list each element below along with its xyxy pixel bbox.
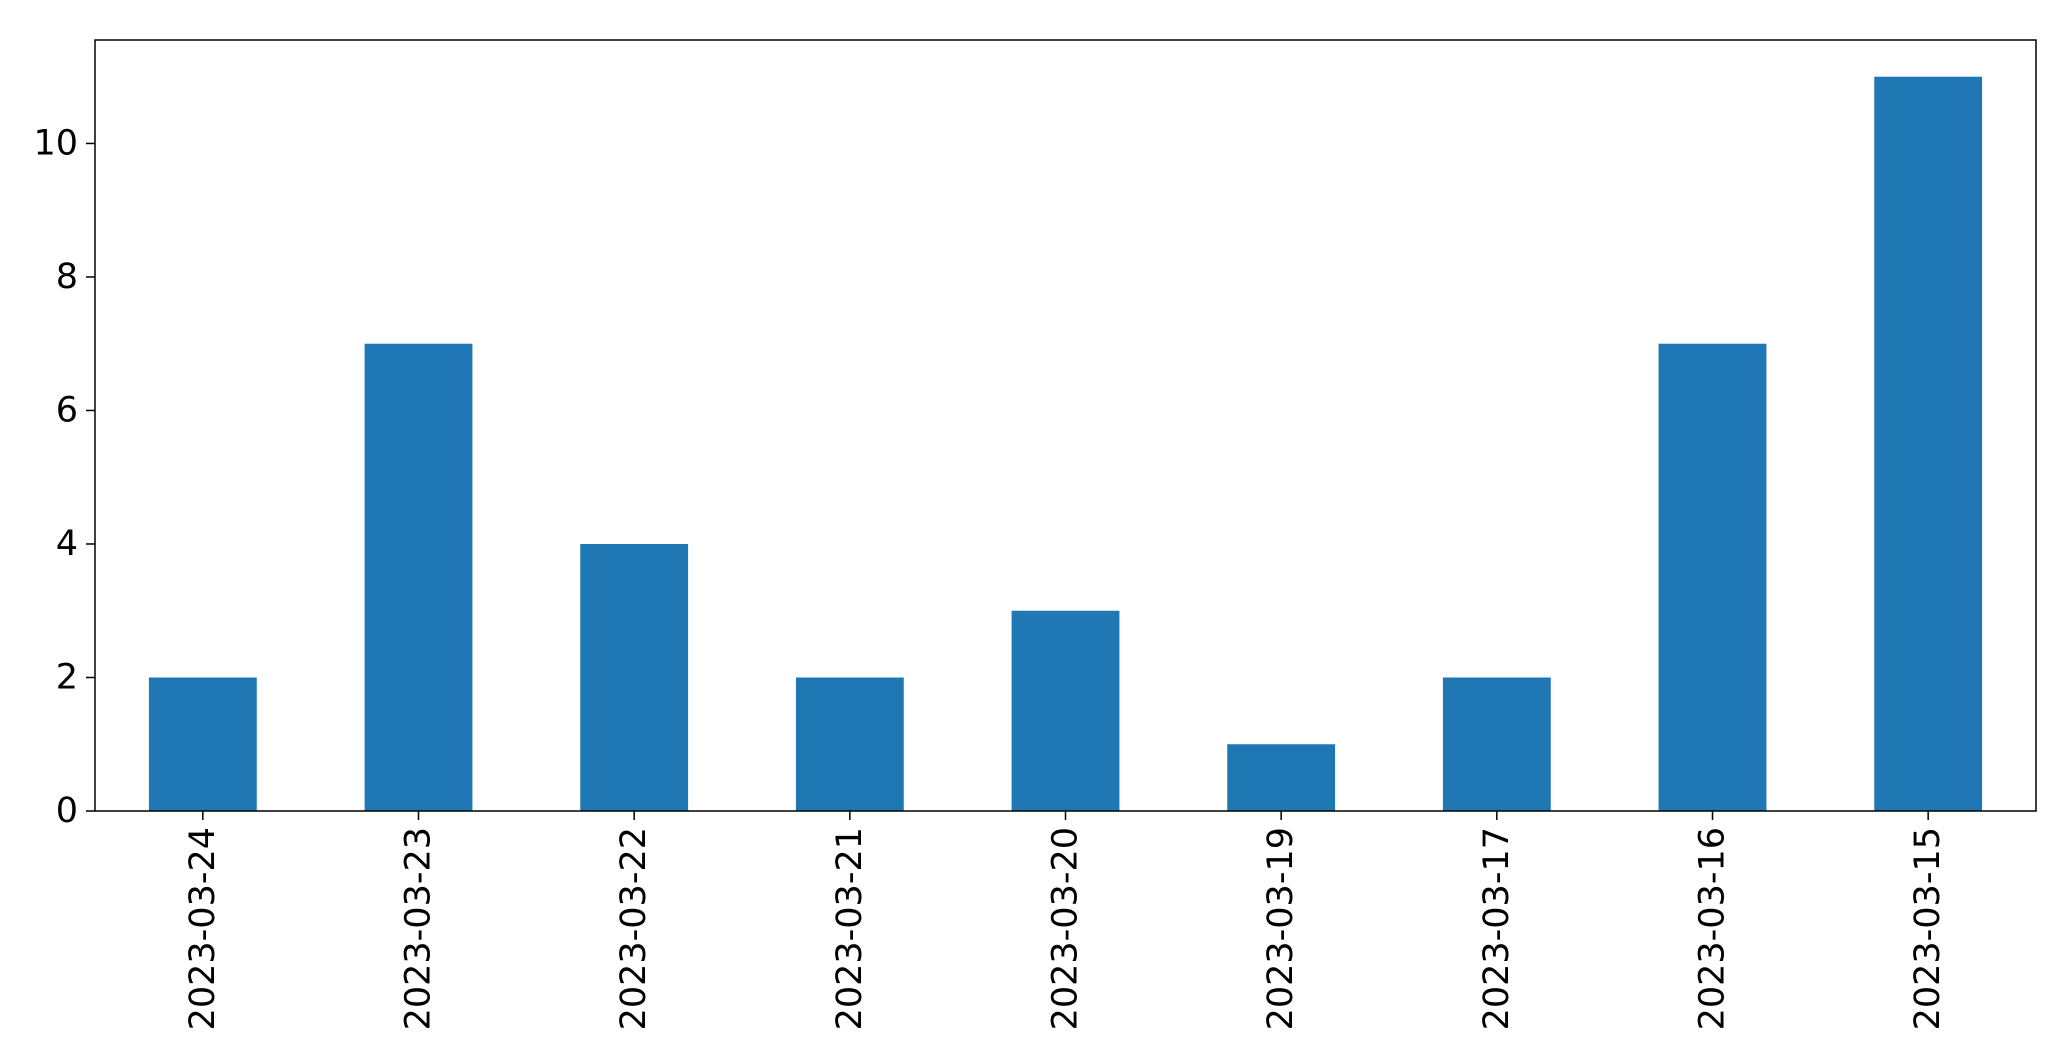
x-tick-label: 2023-03-20 [1046,827,1086,1030]
y-tick-label: 2 [56,657,78,697]
y-tick-label: 10 [33,123,78,163]
x-tick-label: 2023-03-15 [1908,827,1948,1030]
y-tick-label: 4 [56,524,78,564]
bars-layer [148,76,1983,811]
x-tick-label: 2023-03-19 [1261,827,1301,1030]
x-tick-label: 2023-03-17 [1477,827,1517,1030]
x-tick-label: 2023-03-21 [830,827,870,1030]
bar-2023-03-22 [580,543,689,811]
x-tick-label: 2023-03-16 [1693,827,1733,1030]
y-tick-label: 6 [56,390,78,430]
x-tick-label: 2023-03-23 [399,827,439,1030]
x-axis: 2023-03-24 2023-03-23 2023-03-22 2023-03-21… [183,811,1948,1030]
y-axis: 0 2 4 6 8 10 [33,123,95,831]
x-tick-label: 2023-03-24 [183,827,223,1030]
y-tick-label: 8 [56,257,78,297]
bar-2023-03-17 [1442,677,1551,811]
bar-2023-03-19 [1227,744,1336,811]
bar-2023-03-24 [148,677,257,811]
x-tick-label: 2023-03-22 [614,827,654,1030]
bar-2023-03-21 [795,677,904,811]
bar-2023-03-15 [1874,76,1983,811]
bar-2023-03-16 [1658,343,1767,811]
bar-2023-03-20 [1011,610,1120,811]
bar-2023-03-23 [364,343,473,811]
y-tick-label: 0 [56,791,78,831]
